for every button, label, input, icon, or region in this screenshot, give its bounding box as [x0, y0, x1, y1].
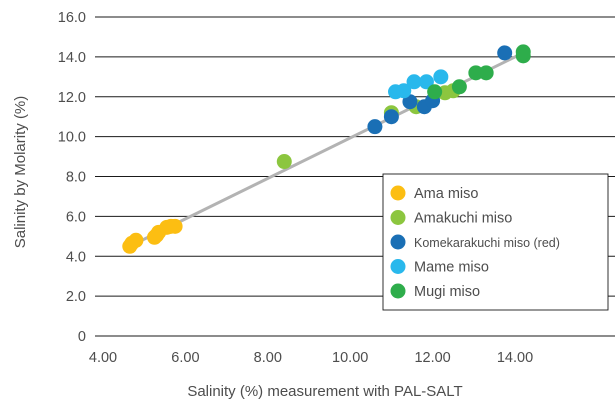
data-points: [122, 44, 531, 254]
data-point: [402, 94, 418, 110]
data-point: [418, 74, 434, 90]
data-point: [468, 65, 484, 81]
legend-box: [382, 173, 609, 311]
x-axis-title: Salinity (%) measurement with PAL-SALT: [187, 383, 462, 400]
x-axis-ticks: 4.00 6.00 8.00 10.00 12.00 14.00: [89, 350, 533, 366]
data-point: [433, 69, 449, 85]
data-point: [478, 65, 494, 81]
data-point: [396, 83, 412, 99]
y-tick-label: 14.0: [58, 50, 86, 66]
legend-swatch: [390, 210, 406, 225]
y-tick-label: 8.0: [66, 170, 86, 186]
data-point: [406, 74, 422, 90]
data-point: [427, 84, 443, 100]
x-tick-label: 14.00: [497, 350, 533, 366]
x-tick-label: 4.00: [89, 350, 117, 366]
data-point: [497, 45, 513, 61]
x-tick-label: 6.00: [171, 350, 199, 366]
legend-label: Ama miso: [414, 186, 478, 202]
legend-swatch: [390, 283, 406, 299]
data-point: [367, 119, 383, 135]
y-tick-label: 4.0: [66, 249, 86, 265]
data-point: [515, 44, 531, 60]
legend-label: Komekarakuchi miso (red): [414, 236, 560, 250]
x-tick-label: 8.00: [254, 350, 282, 366]
y-axis-title: Salinity by Molarity (%): [12, 96, 29, 249]
y-tick-label: 2.0: [66, 289, 86, 305]
legend-label: Amakuchi miso: [414, 211, 512, 227]
legend: Ama miso Amakuchi miso Komekarakuchi miso …: [382, 173, 609, 311]
y-axis-ticks: 0 2.0 4.0 6.0 8.0 10.0 12.0 14.0 16.0: [58, 10, 86, 345]
x-tick-label: 10.00: [332, 350, 368, 366]
legend-swatch: [390, 234, 406, 250]
y-tick-label: 10.0: [58, 130, 86, 146]
y-tick-label: 0: [78, 329, 86, 345]
data-point: [276, 154, 292, 170]
legend-swatch: [390, 185, 406, 201]
y-tick-label: 6.0: [66, 209, 86, 225]
data-point: [451, 79, 467, 95]
legend-label: Mame miso: [414, 260, 489, 276]
legend-swatch: [390, 259, 406, 274]
data-point: [167, 218, 183, 234]
x-tick-label: 12.00: [414, 350, 450, 366]
y-tick-label: 12.0: [58, 90, 86, 106]
data-point: [128, 232, 144, 248]
data-point: [383, 109, 399, 125]
y-tick-label: 16.0: [58, 10, 86, 26]
legend-label: Mugi miso: [414, 284, 480, 300]
